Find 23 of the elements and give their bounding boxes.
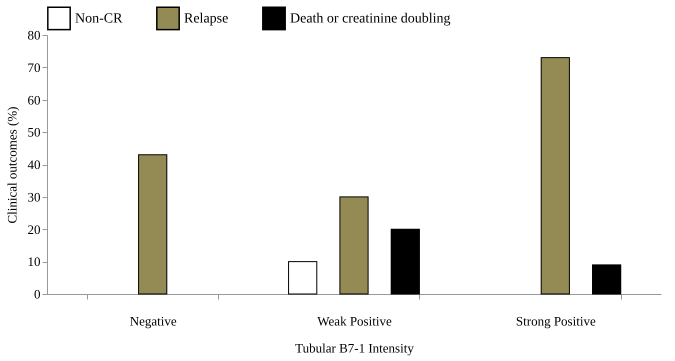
y-tick-label: 80	[28, 28, 40, 42]
legend-label: Non-CR	[75, 11, 124, 26]
bar	[288, 261, 318, 294]
y-tick-label: 20	[28, 222, 40, 237]
y-tick-label: 50	[28, 124, 40, 140]
y-tick-label: 40	[28, 157, 40, 172]
legend-label: Relapse	[184, 11, 228, 26]
bar	[339, 196, 369, 294]
y-tick-label: 10	[28, 254, 40, 270]
bar	[540, 57, 570, 294]
x-axis-title: Tubular B7-1 Intensity	[295, 340, 414, 356]
legend-label: Death or creatinine doubling	[290, 11, 451, 26]
y-tick-label: 30	[28, 189, 40, 204]
y-tick-label: 60	[28, 92, 40, 108]
bar	[138, 154, 168, 294]
y-axis-title: Clinical outcomes (%)	[4, 106, 20, 224]
x-tick-label: Weak Positive	[317, 314, 392, 328]
y-tick-label: 70	[28, 60, 40, 75]
bar	[592, 264, 622, 294]
x-tick-label: Strong Positive	[516, 314, 596, 328]
y-tick-label: 0	[34, 286, 40, 302]
bar	[390, 228, 420, 294]
x-tick-label: Negative	[130, 314, 177, 328]
